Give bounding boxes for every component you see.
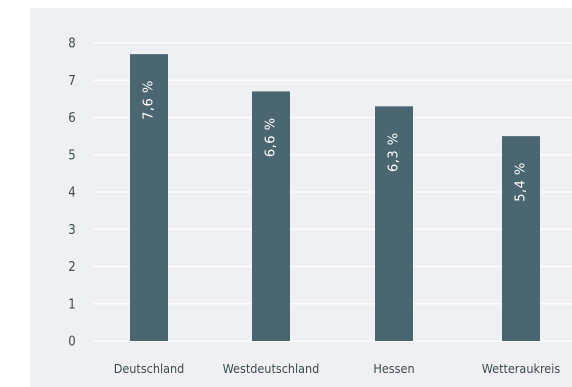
bar-data-label: 7,6 %: [142, 80, 157, 120]
bar: [130, 54, 168, 342]
x-axis-category-labels: Deutschland Westdeutschland Hessen Wetterau…: [114, 361, 561, 376]
x-category-label: Deutschland: [114, 361, 185, 376]
bar-data-label: 6,3 %: [387, 132, 402, 172]
x-category-label: Hessen: [373, 361, 414, 376]
bars: 7,6 % 6,6 % 6,3 % 5,4 %: [130, 54, 540, 342]
bar-data-label: 6,6 %: [264, 117, 279, 157]
bar: [375, 106, 413, 341]
y-tick-label: 2: [68, 260, 75, 275]
plot-background: [30, 8, 572, 387]
y-tick-label: 5: [68, 148, 75, 163]
y-axis-tick-labels: 0 1 2 3 4 5 6 7 8: [68, 37, 75, 350]
y-tick-label: 7: [68, 74, 75, 89]
x-category-label: Westdeutschland: [223, 361, 320, 376]
y-tick-label: 3: [68, 223, 75, 238]
bar-data-label: 5,4 %: [514, 162, 529, 202]
bar: [252, 91, 290, 341]
y-tick-label: 8: [68, 37, 75, 52]
y-tick-label: 1: [68, 297, 75, 312]
x-category-label: Wetteraukreis: [482, 361, 561, 376]
gridlines: [93, 42, 572, 342]
y-tick-label: 4: [68, 186, 75, 201]
y-tick-label: 6: [68, 111, 75, 126]
bar: [502, 136, 540, 341]
y-tick-label: 0: [68, 335, 75, 350]
